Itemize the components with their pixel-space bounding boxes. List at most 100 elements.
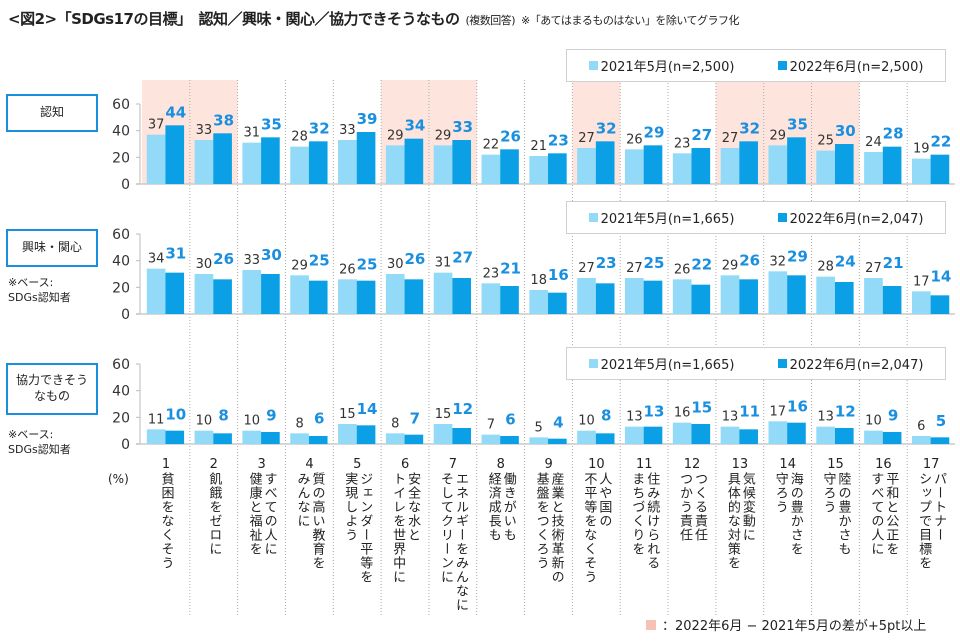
category-label: 7 エネルギーをみんなに そしてクリーンに bbox=[430, 458, 476, 613]
bar-2021 bbox=[672, 279, 692, 314]
category-text: 飢餓をゼロに bbox=[206, 472, 222, 556]
category-label: 10 人や国の 不平等をなくそう bbox=[573, 457, 619, 585]
bar-2022 bbox=[548, 153, 567, 184]
data-label-2021: 26 bbox=[626, 132, 643, 147]
data-label-2022: 13 bbox=[644, 403, 665, 421]
category-text: 海の豊かさを 守ろう bbox=[772, 472, 803, 556]
bar-2021 bbox=[242, 270, 262, 314]
bar-2022 bbox=[930, 437, 950, 444]
bar-2021 bbox=[433, 272, 453, 314]
data-label-2021: 13 bbox=[722, 410, 739, 425]
bar-2021 bbox=[242, 430, 262, 444]
bar-2022 bbox=[500, 436, 519, 444]
data-label-2021: 31 bbox=[435, 256, 452, 271]
bar-2022 bbox=[308, 141, 328, 184]
bar-2022 bbox=[500, 286, 519, 314]
data-label-2021: 32 bbox=[770, 254, 787, 269]
data-label-2022: 34 bbox=[404, 117, 425, 135]
data-label-2022: 6 bbox=[314, 409, 324, 427]
bar-2021 bbox=[290, 275, 309, 314]
category-number: 5 bbox=[353, 457, 362, 472]
bar-2021 bbox=[816, 150, 835, 184]
bar-2021 bbox=[385, 274, 405, 314]
bar-2021 bbox=[911, 436, 931, 444]
bar-2022 bbox=[165, 125, 185, 184]
bar-2022 bbox=[452, 428, 472, 444]
category-number: 16 bbox=[875, 457, 892, 472]
category-label: 8 働きがいも 経済成長も bbox=[478, 458, 524, 543]
data-label-2021: 15 bbox=[435, 407, 452, 422]
legend-item-2022: 2022年6月(n=2,047) bbox=[777, 208, 924, 227]
bar-2022 bbox=[165, 272, 185, 314]
bar-2022 bbox=[595, 433, 615, 444]
legend-text: 2022年6月(n=2,047) bbox=[789, 212, 924, 227]
data-label-2022: 23 bbox=[596, 254, 617, 272]
y-tick-label: 40 bbox=[112, 124, 130, 140]
data-label-2021: 23 bbox=[483, 266, 500, 281]
bar-2021 bbox=[338, 140, 357, 184]
bar-2022 bbox=[308, 280, 328, 314]
bar-2022 bbox=[787, 275, 806, 314]
category-label: 15 陸の豊かさも 守ろう bbox=[813, 457, 859, 557]
highlight-swatch bbox=[646, 619, 656, 630]
data-label-2021: 10 bbox=[578, 414, 595, 429]
category-text: エネルギーをみんなに そしてクリーンに bbox=[437, 472, 468, 612]
data-label-2022: 32 bbox=[739, 119, 760, 137]
data-label-2021: 27 bbox=[578, 131, 595, 146]
category-number: 17 bbox=[922, 457, 940, 472]
legend-text: 2022年6月(n=2,047) bbox=[789, 358, 924, 373]
legend-swatch-2022 bbox=[777, 359, 787, 368]
data-label-2022: 12 bbox=[835, 403, 856, 421]
category-text: すべての人に 健康と福祉を bbox=[246, 472, 277, 556]
category-text: 陸の豊かさも 守ろう bbox=[820, 472, 851, 556]
y-tick-label: 20 bbox=[112, 410, 130, 426]
category-label: 11 住み続けられる まちづくりを bbox=[621, 458, 667, 571]
data-label-2022: 9 bbox=[888, 407, 898, 425]
bar-2022 bbox=[643, 280, 663, 314]
data-label-2021: 27 bbox=[865, 261, 882, 276]
data-label-2022: 27 bbox=[452, 249, 473, 267]
bar-2022 bbox=[404, 279, 424, 314]
y-tick-label: 60 bbox=[112, 357, 130, 373]
bar-2022 bbox=[739, 429, 758, 444]
bar-2021 bbox=[194, 274, 214, 314]
data-label-2022: 44 bbox=[165, 103, 186, 121]
bar-2022 bbox=[213, 433, 232, 444]
data-label-2021: 33 bbox=[339, 123, 356, 138]
bar-2021 bbox=[146, 134, 166, 184]
bar-2021 bbox=[577, 430, 596, 444]
bar-2021 bbox=[577, 278, 596, 314]
bar-2022 bbox=[261, 274, 280, 314]
category-text: 平和と公正を すべての人に bbox=[868, 472, 899, 556]
bar-2022 bbox=[691, 424, 711, 444]
category-number: 10 bbox=[588, 457, 605, 472]
legend-text: 2022年6月(n=2,500) bbox=[789, 60, 924, 75]
data-label-2022: 22 bbox=[930, 133, 951, 151]
category-label: 17 パートナー シップで目標を bbox=[908, 457, 954, 571]
base-note-cooperate: ※ベース: SDGs認知者 bbox=[8, 428, 71, 456]
data-label-2022: 8 bbox=[601, 407, 611, 425]
y-tick-label: 40 bbox=[112, 254, 130, 270]
data-label-2022: 32 bbox=[596, 119, 617, 137]
bar-2021 bbox=[146, 268, 166, 314]
category-text: 人や国の 不平等をなくそう bbox=[581, 472, 612, 584]
data-label-2022: 15 bbox=[691, 399, 712, 417]
y-tick-label: 0 bbox=[121, 307, 130, 323]
bar-2021 bbox=[625, 426, 644, 444]
category-label: 12 つくる責任 つかう責任 bbox=[669, 458, 715, 543]
panel-label-interest: 興味・関心 bbox=[6, 229, 98, 267]
unit-label: (%) bbox=[108, 472, 129, 486]
category-label: 14 海の豊かさを 守ろう bbox=[765, 458, 811, 557]
category-text: 気候変動に 具体的な対策を bbox=[724, 472, 755, 570]
legend-interest: 2021年5月(n=1,665) 2022年6月(n=2,047) bbox=[566, 201, 946, 234]
bar-2022 bbox=[691, 284, 711, 314]
legend-item-2021: 2021年5月(n=2,500) bbox=[588, 56, 734, 75]
category-text: 働きがいも 経済成長も bbox=[485, 472, 516, 542]
y-tick-label: 0 bbox=[121, 177, 130, 193]
data-label-2022: 6 bbox=[505, 411, 515, 429]
category-text: 住み続けられる まちづくりを bbox=[629, 472, 660, 570]
data-label-2021: 8 bbox=[295, 416, 303, 431]
data-label-2021: 17 bbox=[913, 274, 930, 289]
bar-2021 bbox=[720, 426, 740, 444]
category-number: 15 bbox=[827, 457, 844, 472]
